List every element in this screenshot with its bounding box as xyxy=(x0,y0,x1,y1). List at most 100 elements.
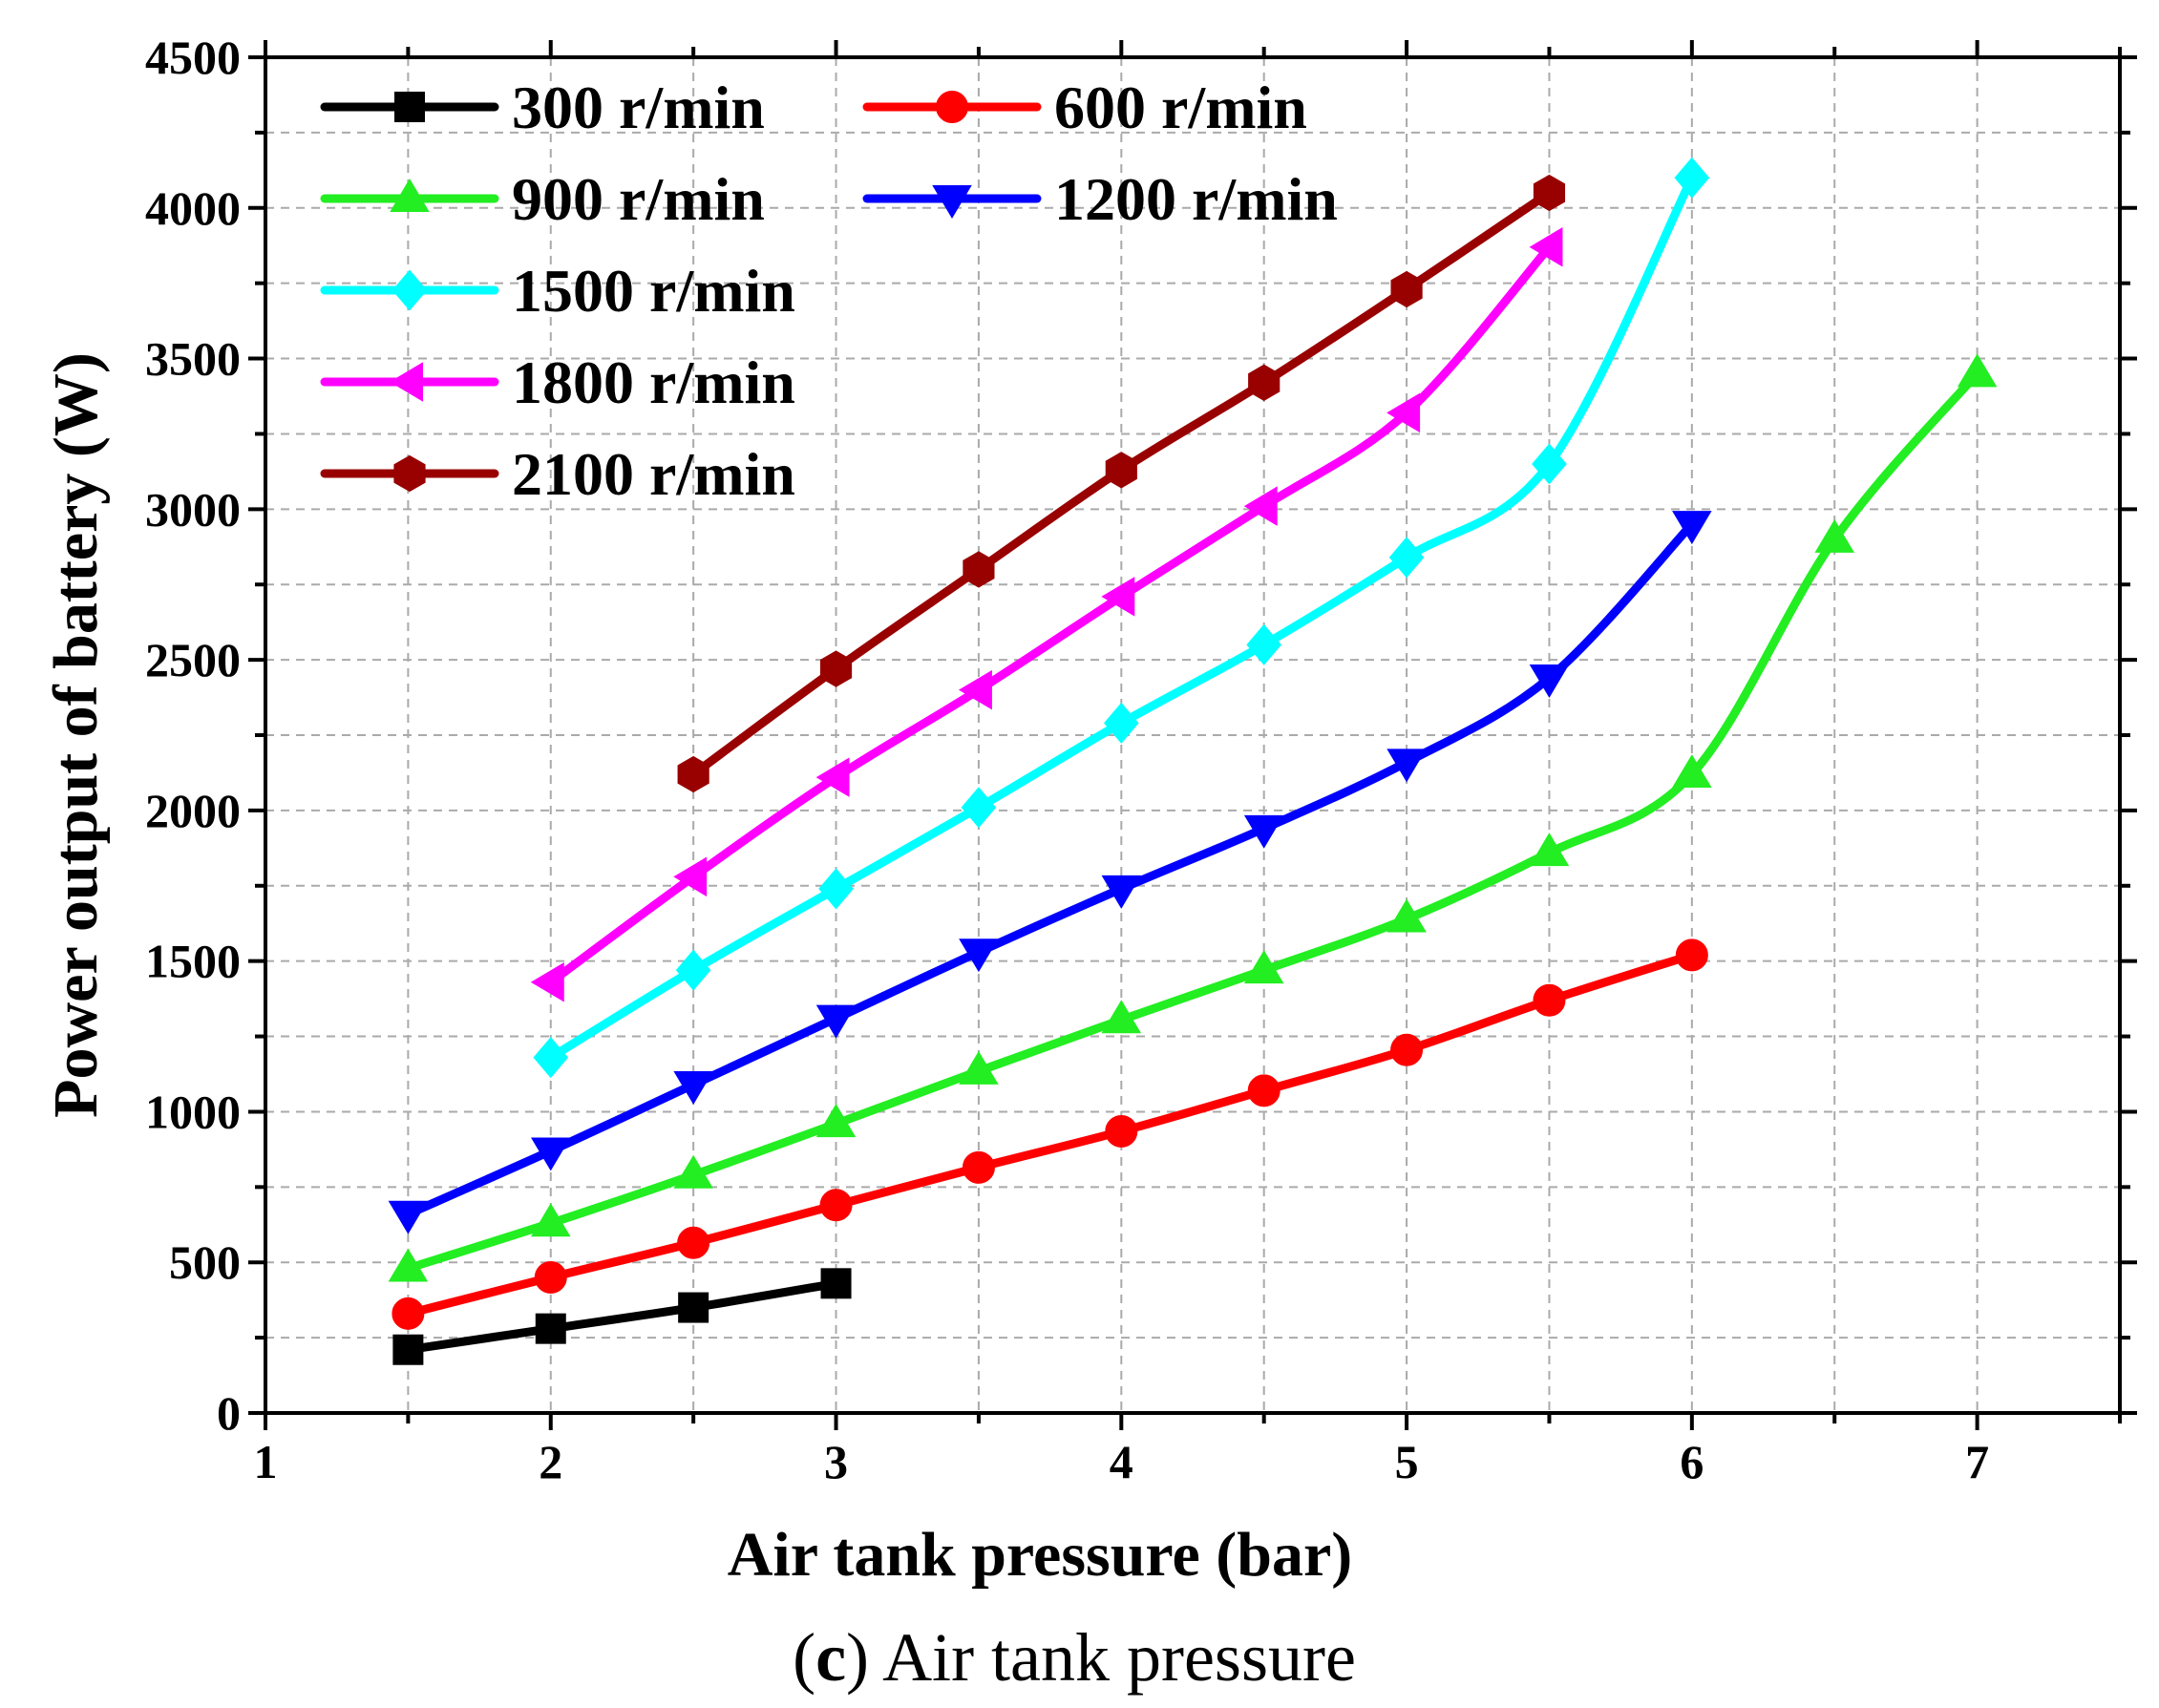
legend-item: 600 r/min xyxy=(862,74,1307,141)
data-point xyxy=(1101,875,1142,909)
data-point xyxy=(1105,452,1137,489)
data-point xyxy=(392,1334,424,1365)
legend-swatch-marker xyxy=(394,92,425,122)
legend-label: 2100 r/min xyxy=(512,440,795,508)
legend-item: 1500 r/min xyxy=(320,257,795,325)
data-point xyxy=(675,949,711,991)
x-tick-label: 3 xyxy=(824,1435,848,1488)
data-point xyxy=(388,1248,429,1282)
legend-label: 600 r/min xyxy=(1054,74,1307,141)
y-tick-label: 3000 xyxy=(145,482,241,536)
data-point xyxy=(1103,702,1139,744)
y-tick-label: 0 xyxy=(217,1386,241,1440)
legend-swatch-marker xyxy=(393,454,426,493)
legend-swatch-marker xyxy=(390,179,430,212)
data-point xyxy=(963,551,995,588)
series-layer xyxy=(388,157,1998,1365)
legend-swatch-marker xyxy=(392,269,428,311)
data-point xyxy=(392,1297,425,1330)
data-point xyxy=(530,961,564,1002)
y-tick-label: 3500 xyxy=(145,332,241,386)
data-point xyxy=(958,669,992,710)
caption-space xyxy=(869,1619,882,1696)
series-600-r-min xyxy=(392,938,1708,1330)
legend-item: 900 r/min xyxy=(320,165,765,233)
series-line xyxy=(403,1278,841,1355)
x-axis-title: Air tank pressure (bar) xyxy=(728,1520,1353,1590)
legend-label: 1800 r/min xyxy=(512,348,795,416)
data-point xyxy=(819,650,853,687)
x-tick-label: 6 xyxy=(1680,1435,1704,1488)
y-tick-label: 1500 xyxy=(145,935,241,988)
y-tick-label: 4000 xyxy=(145,181,241,235)
data-point xyxy=(1386,898,1427,933)
y-tick-label: 4500 xyxy=(145,31,241,84)
legend-swatch-marker xyxy=(932,185,972,219)
grid xyxy=(265,57,2120,1413)
data-point xyxy=(1386,392,1421,433)
x-tick-label: 1 xyxy=(254,1435,278,1488)
series-1200-r-min xyxy=(388,511,1712,1234)
data-point xyxy=(1529,833,1570,867)
caption-text: Air tank pressure xyxy=(882,1619,1356,1696)
data-point xyxy=(1246,623,1282,665)
legend-item: 1200 r/min xyxy=(862,165,1338,233)
data-point xyxy=(1533,174,1566,212)
data-point xyxy=(959,1050,999,1085)
data-point xyxy=(388,1200,429,1234)
data-point xyxy=(1105,1114,1138,1148)
legend-label: 1200 r/min xyxy=(1054,165,1338,233)
y-axis-title: Power output of battery (W) xyxy=(41,352,111,1118)
legend-item: 1800 r/min xyxy=(320,348,795,416)
series-300-r-min xyxy=(392,1268,852,1365)
data-point xyxy=(1529,227,1563,267)
data-point xyxy=(820,1268,852,1299)
legend-label: 1500 r/min xyxy=(512,257,795,325)
data-point xyxy=(531,1203,571,1237)
data-point xyxy=(1957,353,1998,388)
legend-item: 2100 r/min xyxy=(320,440,795,508)
data-point xyxy=(815,757,850,797)
y-tick-label: 1000 xyxy=(145,1085,241,1138)
series-900-r-min xyxy=(388,353,1998,1282)
data-point xyxy=(1101,1000,1142,1034)
legend-swatch-marker xyxy=(390,362,423,402)
data-point xyxy=(962,1150,995,1184)
data-point xyxy=(1529,664,1570,699)
data-point xyxy=(677,755,709,793)
caption-close-paren: ) xyxy=(846,1619,869,1696)
y-tick-label: 500 xyxy=(169,1235,241,1289)
ticks: 1 2 3 4 5 6 7 0 500 1000 1500 2000 2500 3000 3500 4000 4… xyxy=(145,31,2137,1488)
data-point xyxy=(673,1154,713,1189)
data-point xyxy=(535,1313,566,1344)
data-point xyxy=(1390,1033,1424,1066)
data-point xyxy=(677,1226,710,1259)
data-point xyxy=(1243,814,1284,849)
series-line xyxy=(403,950,1697,1318)
legend: 300 r/min 600 r/min 900 r/min 1200 r/min 150… xyxy=(320,74,1338,508)
data-point xyxy=(1672,511,1712,545)
series-line xyxy=(403,519,1697,1219)
data-point xyxy=(1243,486,1278,526)
data-point xyxy=(1388,537,1425,579)
data-point xyxy=(819,1189,853,1222)
data-point xyxy=(1672,754,1712,789)
data-point xyxy=(818,868,854,910)
data-point xyxy=(1243,950,1284,984)
data-point xyxy=(1675,938,1708,972)
data-point xyxy=(533,1037,569,1079)
x-tick-label: 5 xyxy=(1395,1435,1419,1488)
data-point xyxy=(534,1261,567,1294)
data-point xyxy=(1390,270,1423,308)
x-tick-label: 7 xyxy=(1965,1435,1989,1488)
legend-swatch-marker xyxy=(936,91,968,123)
data-point xyxy=(531,1137,571,1171)
caption-label: c xyxy=(815,1619,846,1696)
data-point xyxy=(961,787,997,829)
figure-caption: (c) Air tank pressure xyxy=(793,1619,1356,1696)
data-point xyxy=(1386,749,1427,783)
data-point xyxy=(1814,518,1854,553)
data-point xyxy=(1532,443,1567,485)
series-1500-r-min xyxy=(533,157,1710,1079)
